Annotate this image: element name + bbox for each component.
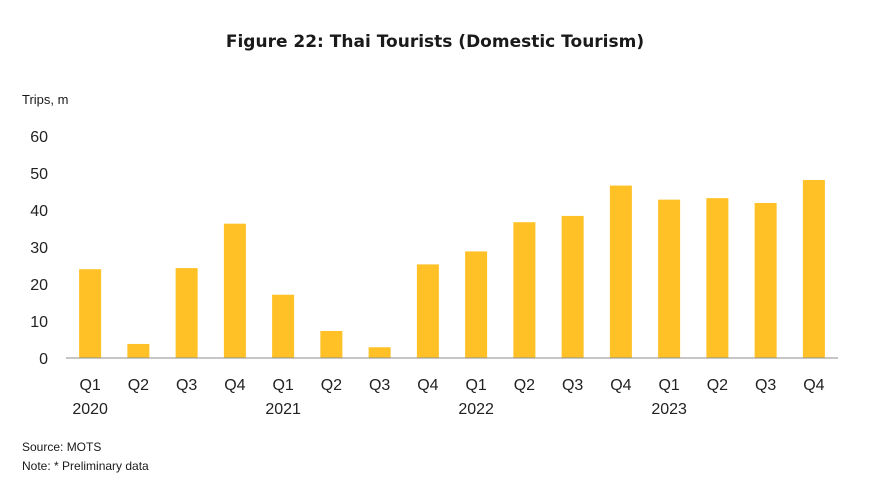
- x-tick-label: Q1: [79, 377, 100, 394]
- x-tick-label: Q4: [224, 377, 245, 394]
- bar: [706, 198, 729, 358]
- x-tick-label: Q2: [514, 377, 535, 394]
- year-label: 2021: [265, 401, 301, 418]
- bar: [223, 223, 246, 358]
- bar: [658, 199, 681, 358]
- bar: [465, 251, 488, 358]
- x-tick-label: Q1: [658, 377, 679, 394]
- y-tick-label: 20: [30, 277, 48, 294]
- year-label: 2020: [72, 401, 108, 418]
- y-tick-label: 50: [30, 166, 48, 183]
- x-tick-label: Q2: [707, 377, 728, 394]
- bar: [127, 343, 150, 358]
- bar: [561, 215, 584, 358]
- bar: [175, 268, 198, 358]
- source-note: Source: MOTS: [22, 440, 102, 454]
- x-tick-label: Q1: [465, 377, 486, 394]
- x-tick-label: Q3: [176, 377, 197, 394]
- bar: [416, 264, 439, 358]
- bar: [802, 180, 825, 358]
- y-tick-label: 10: [30, 314, 48, 331]
- bar: [79, 269, 102, 358]
- footnote: Note: * Preliminary data: [22, 459, 149, 473]
- bar: [368, 347, 391, 358]
- x-tick-label: Q1: [272, 377, 293, 394]
- bar: [609, 185, 632, 358]
- y-tick-label: 60: [30, 129, 48, 146]
- y-tick-label: 30: [30, 240, 48, 257]
- year-label: 2023: [651, 401, 687, 418]
- bar: [272, 294, 295, 358]
- x-tick-label: Q3: [755, 377, 776, 394]
- x-tick-label: Q3: [369, 377, 390, 394]
- y-tick-label: 0: [39, 351, 48, 368]
- x-tick-label: Q2: [128, 377, 149, 394]
- chart-title: Figure 22: Thai Tourists (Domestic Touri…: [225, 32, 645, 52]
- bar: [754, 202, 777, 358]
- year-label: 2022: [458, 401, 494, 418]
- x-tick-label: Q4: [417, 377, 438, 394]
- bar: [513, 222, 536, 358]
- x-tick-label: Q4: [610, 377, 631, 394]
- x-tick-label: Q2: [321, 377, 342, 394]
- y-axis-unit-label: Trips, m: [22, 92, 69, 107]
- x-tick-label: Q3: [562, 377, 583, 394]
- x-tick-label: Q4: [803, 377, 824, 394]
- y-tick-label: 40: [30, 203, 48, 220]
- bar: [320, 330, 343, 358]
